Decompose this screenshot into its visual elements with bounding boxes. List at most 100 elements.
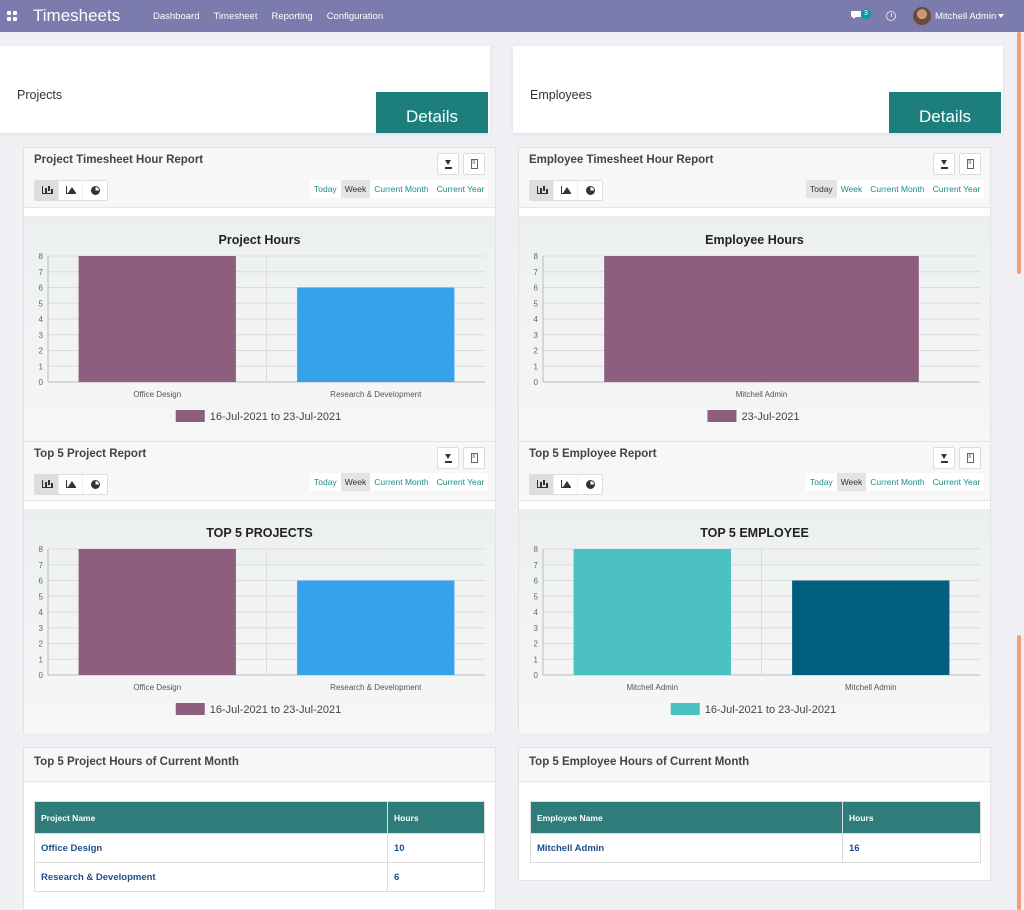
export-excel-button[interactable] <box>959 153 981 175</box>
bar-chart-button[interactable] <box>530 475 554 494</box>
top-navbar: Timesheets Dashboard Timesheet Reporting… <box>0 0 1024 32</box>
period-current-year[interactable]: Current Year <box>432 180 489 198</box>
period-week[interactable]: Week <box>340 180 371 198</box>
project-name-cell[interactable]: Office Design <box>34 833 388 863</box>
pie-chart-button[interactable] <box>83 475 107 494</box>
top5-projects-card: Top 5 Project Report Today Week Current … <box>23 441 496 733</box>
period-week[interactable]: Week <box>340 473 371 491</box>
column-header-project-name[interactable]: Project Name <box>34 801 388 834</box>
period-current-year[interactable]: Current Year <box>928 473 985 491</box>
y-tick-label: 3 <box>534 331 539 340</box>
card-title: Top 5 Employee Report <box>529 448 657 460</box>
pie-chart-button[interactable] <box>578 475 602 494</box>
employees-tile: Employees Details <box>513 46 1003 133</box>
menu-dashboard[interactable]: Dashboard <box>153 11 200 22</box>
column-header-hours[interactable]: Hours <box>387 801 485 834</box>
legend-swatch <box>175 410 205 422</box>
period-filter: Today Week Current Month Current Year <box>310 180 489 198</box>
scrollbar-thumb[interactable] <box>1017 32 1021 274</box>
y-tick-label: 8 <box>39 252 44 261</box>
card-title: Top 5 Employee Hours of Current Month <box>529 756 750 768</box>
legend-label: 16-Jul-2021 to 23-Jul-2021 <box>210 411 341 423</box>
employee-name-cell[interactable]: Mitchell Admin <box>530 833 843 863</box>
y-tick-label: 6 <box>39 577 44 586</box>
column-header-employee-name[interactable]: Employee Name <box>530 801 843 834</box>
period-week[interactable]: Week <box>836 180 867 198</box>
export-excel-button[interactable] <box>959 447 981 469</box>
legend-label: 16-Jul-2021 to 23-Jul-2021 <box>705 704 836 716</box>
y-tick-label: 1 <box>534 362 539 371</box>
hours-cell: 6 <box>387 862 485 892</box>
download-button[interactable] <box>933 153 955 175</box>
bar <box>297 287 455 382</box>
area-chart-button[interactable] <box>554 181 578 200</box>
download-button[interactable] <box>437 447 459 469</box>
top5-employee-hours-card: Top 5 Employee Hours of Current Month Em… <box>518 747 991 881</box>
download-button[interactable] <box>933 447 955 469</box>
table-row[interactable]: Research & Development 6 <box>34 862 485 892</box>
export-excel-button[interactable] <box>463 153 485 175</box>
legend-swatch <box>175 703 205 715</box>
card-title: Top 5 Project Report <box>34 448 147 460</box>
app-title: Timesheets <box>33 6 121 25</box>
employees-tile-label: Employees <box>530 88 592 102</box>
table-row[interactable]: Mitchell Admin 16 <box>530 833 981 863</box>
menu-timesheet[interactable]: Timesheet <box>213 11 258 22</box>
card-header: Top 5 Employee Report Today Week Current… <box>519 442 990 501</box>
user-menu[interactable]: Mitchell Admin <box>935 11 997 22</box>
y-tick-label: 4 <box>534 608 539 617</box>
period-week[interactable]: Week <box>836 473 867 491</box>
bar-chart-button[interactable] <box>35 475 59 494</box>
period-today[interactable]: Today <box>310 473 341 491</box>
table-row[interactable]: Office Design 10 <box>34 833 485 863</box>
pie-chart-button[interactable] <box>83 181 107 200</box>
projects-tile: Projects Details <box>0 46 490 133</box>
period-filter: Today Week Current Month Current Year <box>806 180 985 198</box>
top5-project-hours-card: Top 5 Project Hours of Current Month Pro… <box>23 747 496 910</box>
period-today[interactable]: Today <box>806 473 837 491</box>
area-chart-button[interactable] <box>59 475 83 494</box>
project-hours-table: Project Name Hours Office Design 10 Rese… <box>34 801 485 892</box>
y-tick-label: 8 <box>534 545 539 554</box>
export-excel-button[interactable] <box>463 447 485 469</box>
project-hours-plot: Project Hours 0 1 2 3 4 5 6 7 8 Office Design Resea… <box>24 216 495 441</box>
y-tick-label: 7 <box>39 268 44 277</box>
y-tick-label: 1 <box>39 362 44 371</box>
download-button[interactable] <box>437 153 459 175</box>
period-current-year[interactable]: Current Year <box>432 473 489 491</box>
x-tick-label: Research & Development <box>330 390 422 399</box>
area-chart-button[interactable] <box>554 475 578 494</box>
area-chart-button[interactable] <box>59 181 83 200</box>
hours-cell: 10 <box>387 833 485 863</box>
menu-reporting[interactable]: Reporting <box>271 11 313 22</box>
chart-type-group <box>34 474 108 495</box>
projects-details-button[interactable]: Details <box>376 92 488 133</box>
apps-grid-icon[interactable] <box>7 11 17 21</box>
chevron-down-icon[interactable] <box>998 14 1004 18</box>
clock-icon[interactable] <box>886 11 896 21</box>
period-current-year[interactable]: Current Year <box>928 180 985 198</box>
period-today[interactable]: Today <box>310 180 341 198</box>
bar-chart-button[interactable] <box>530 181 554 200</box>
period-current-month[interactable]: Current Month <box>866 180 929 198</box>
project-name-cell[interactable]: Research & Development <box>34 862 388 892</box>
scrollbar-thumb-secondary[interactable] <box>1017 635 1021 910</box>
period-today[interactable]: Today <box>806 180 837 198</box>
pie-chart-button[interactable] <box>578 181 602 200</box>
avatar[interactable] <box>913 7 931 25</box>
card-header: Employee Timesheet Hour Report Today Wee… <box>519 148 990 208</box>
y-tick-label: 0 <box>39 378 44 387</box>
period-current-month[interactable]: Current Month <box>370 180 433 198</box>
period-current-month[interactable]: Current Month <box>866 473 929 491</box>
column-header-hours[interactable]: Hours <box>842 801 981 834</box>
bar-chart-button[interactable] <box>35 181 59 200</box>
y-tick-label: 4 <box>39 315 44 324</box>
chart-title: TOP 5 EMPLOYEE <box>700 526 809 540</box>
y-tick-label: 2 <box>39 640 44 649</box>
period-current-month[interactable]: Current Month <box>370 473 433 491</box>
scrollbar-track[interactable] <box>1014 32 1024 910</box>
y-tick-label: 6 <box>534 284 539 293</box>
menu-configuration[interactable]: Configuration <box>326 11 384 22</box>
chat-icon[interactable] <box>851 10 863 20</box>
employees-details-button[interactable]: Details <box>889 92 1001 133</box>
